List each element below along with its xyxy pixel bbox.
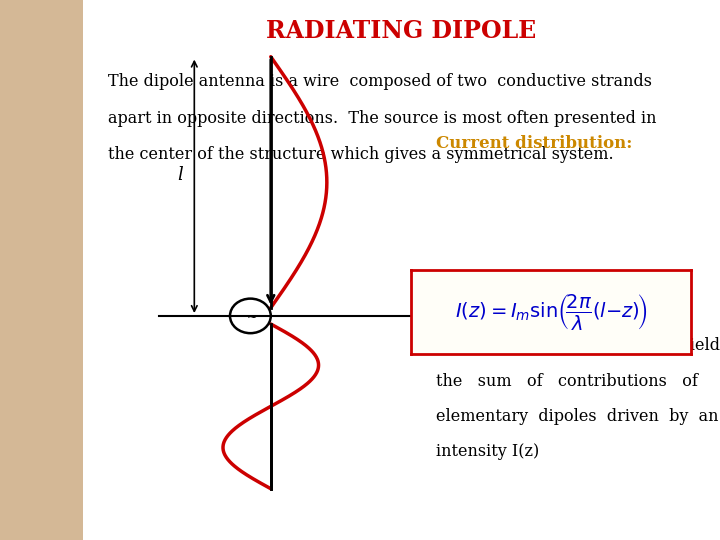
Text: apart in opposite directions.  The source is most often presented in: apart in opposite directions. The source… <box>108 110 657 126</box>
Text: the   sum   of   contributions   of: the sum of contributions of <box>436 373 698 389</box>
Text: $\sim$: $\sim$ <box>243 309 257 322</box>
Text: We can calculate the radiated field as: We can calculate the radiated field as <box>436 338 720 354</box>
Text: l: l <box>177 166 183 185</box>
Text: Current distribution:: Current distribution: <box>436 134 633 152</box>
Text: RADIATING DIPOLE: RADIATING DIPOLE <box>266 19 536 43</box>
Text: intensity I(z): intensity I(z) <box>436 443 540 460</box>
Text: elementary  dipoles  driven  by  an: elementary dipoles driven by an <box>436 408 719 424</box>
Text: $I(z){=}I_m\sin\!\left(\!\dfrac{2\pi}{\lambda}(l{-}z)\!\right)$: $I(z){=}I_m\sin\!\left(\!\dfrac{2\pi}{\l… <box>455 292 647 332</box>
Text: The dipole antenna is a wire  composed of two  conductive strands: The dipole antenna is a wire composed of… <box>108 73 652 90</box>
Text: the center of the structure which gives a symmetrical system.: the center of the structure which gives … <box>108 146 614 163</box>
